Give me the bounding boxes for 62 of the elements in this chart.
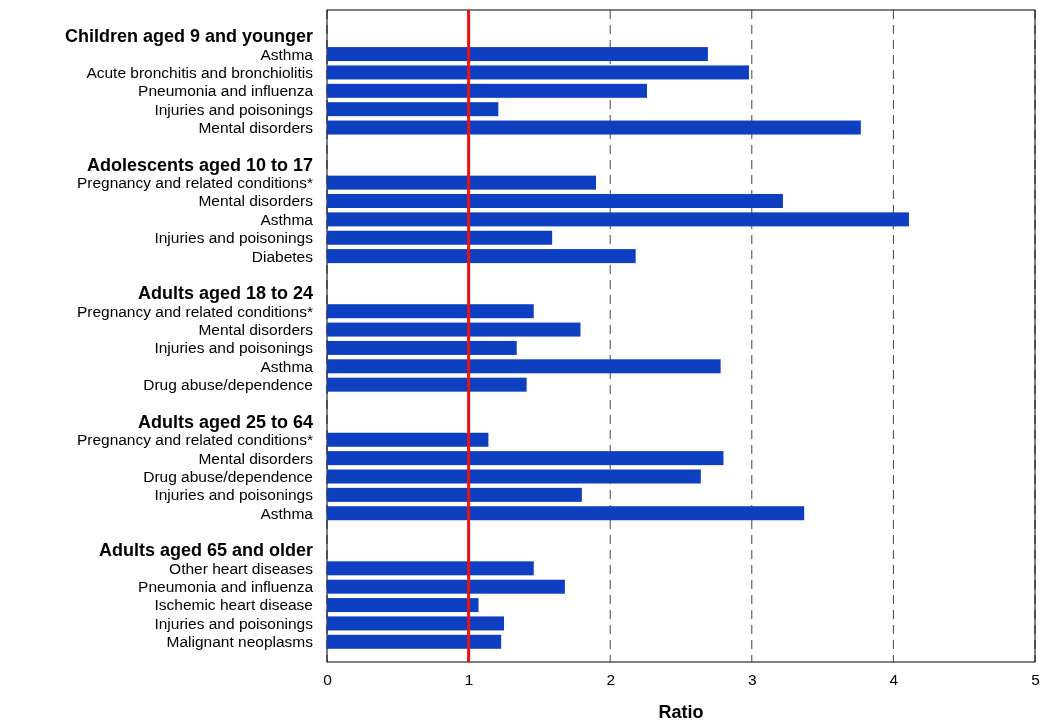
bar — [327, 83, 648, 98]
y-tick-label: Asthma — [260, 357, 314, 375]
y-tick-label: Drug abuse/dependence — [143, 467, 313, 485]
bar — [327, 451, 724, 466]
bar — [327, 506, 805, 521]
y-tick-label: Malignant neoplasms — [166, 633, 314, 651]
y-tick-label: Asthma — [260, 504, 314, 522]
x-tick-label: 3 — [747, 671, 757, 689]
y-tick-label: Mental disorders — [198, 118, 314, 136]
y-tick-label: Other heart diseases — [169, 559, 314, 577]
y-tick-label: Adults aged 18 to 24 — [137, 283, 313, 304]
y-tick-label: Pneumonia and influenza — [138, 82, 314, 100]
y-tick-label: Adults aged 65 and older — [98, 540, 313, 561]
y-tick-label: Ischemic heart disease — [154, 596, 313, 614]
y-tick-label: Pregnancy and related conditions* — [76, 174, 313, 192]
bar — [327, 102, 499, 117]
bar — [327, 212, 909, 227]
y-tick-label: Diabetes — [251, 247, 314, 265]
x-tick-label: 2 — [606, 671, 616, 689]
x-tick-label: 5 — [1031, 671, 1040, 689]
y-tick-label: Drug abuse/dependence — [143, 376, 313, 394]
y-tick-label: Pregnancy and related conditions* — [76, 302, 313, 320]
y-tick-label: Mental disorders — [198, 321, 314, 338]
y-tick-label: Acute bronchitis and bronchiolitis — [86, 63, 314, 81]
bar — [327, 120, 861, 135]
y-tick-label: Asthma — [260, 210, 314, 228]
y-tick-label: Injuries and poisonings — [154, 339, 314, 357]
bar — [327, 194, 783, 209]
bar — [327, 634, 502, 649]
bar — [327, 598, 479, 613]
x-tick-label: 1 — [464, 671, 474, 689]
bar — [327, 469, 701, 484]
bar — [327, 322, 581, 337]
y-tick-label: Adults aged 25 to 64 — [137, 411, 313, 432]
x-axis-title: Ratio — [658, 702, 704, 722]
y-tick-label: Injuries and poisonings — [154, 229, 314, 247]
bar — [327, 616, 504, 631]
bar — [327, 432, 489, 447]
y-tick-label: Injuries and poisonings — [154, 614, 314, 632]
x-tick-label: 0 — [323, 671, 333, 689]
bar — [327, 487, 582, 502]
bar — [327, 377, 527, 392]
bar — [327, 249, 636, 264]
bar — [327, 340, 517, 355]
y-tick-label: Pregnancy and related conditions* — [76, 431, 313, 449]
bar — [327, 65, 749, 80]
y-tick-label: Mental disorders — [198, 449, 314, 467]
y-tick-label: Mental disorders — [198, 192, 314, 210]
bar — [327, 175, 597, 190]
bar — [327, 561, 534, 576]
y-tick-label: Injuries and poisonings — [154, 100, 314, 118]
x-tick-label: 4 — [889, 671, 899, 689]
bar — [327, 230, 553, 245]
y-tick-label: Injuries and poisonings — [154, 486, 314, 504]
y-tick-label: Pneumonia and influenza — [138, 578, 314, 596]
bar — [327, 579, 565, 594]
y-tick-label: Adolescents aged 10 to 17 — [86, 154, 313, 175]
y-tick-label: Asthma — [260, 45, 314, 63]
bar — [327, 47, 708, 62]
bar — [327, 304, 534, 319]
bar — [327, 359, 721, 374]
y-tick-label: Children aged 9 and younger — [64, 26, 313, 47]
